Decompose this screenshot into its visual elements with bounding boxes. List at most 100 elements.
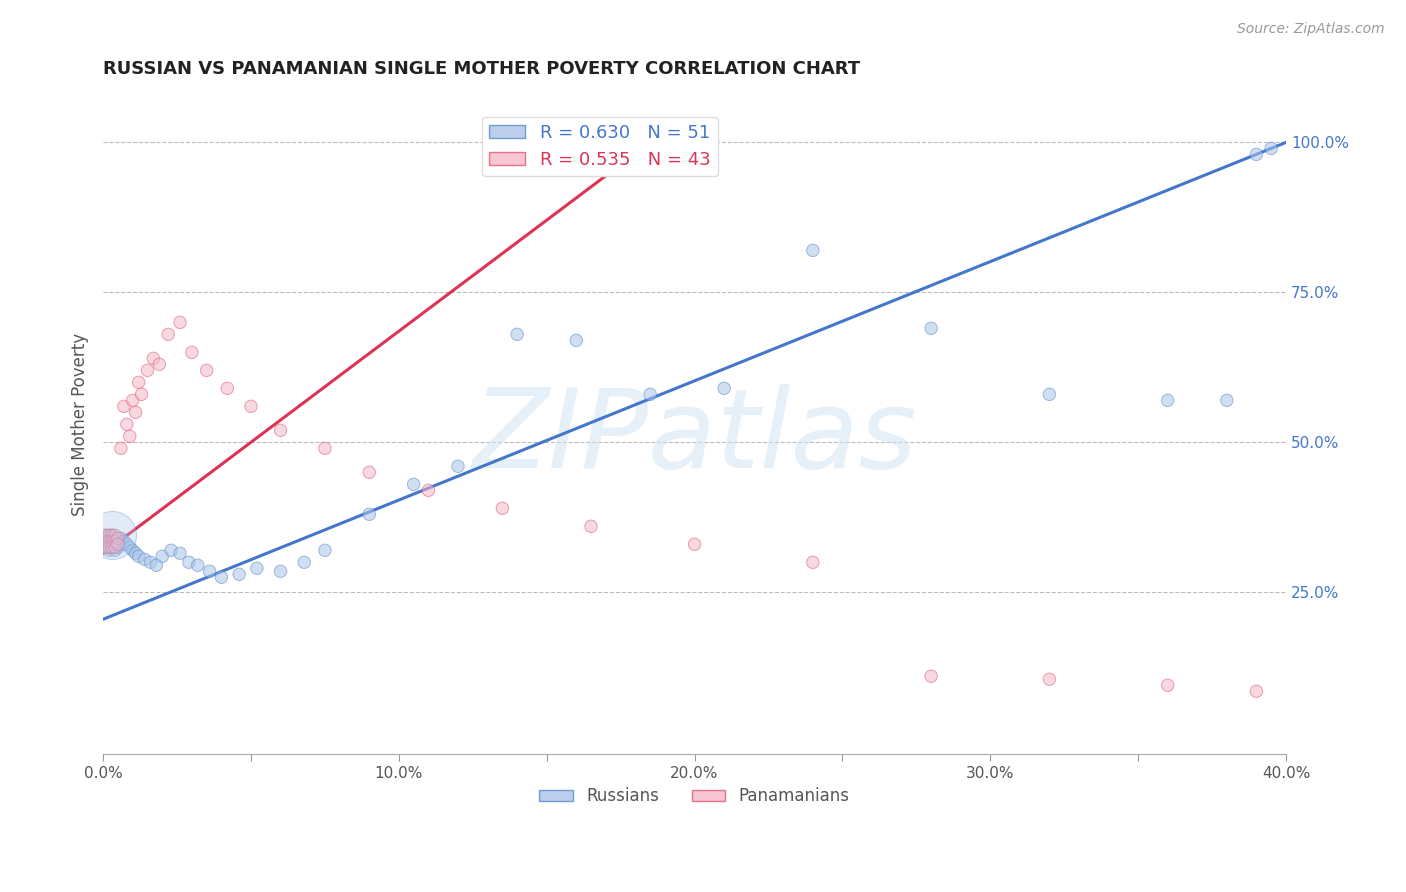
Point (217, 381, 239, 395)
Point (1216, 393, 1239, 408)
Point (131, 387, 153, 401)
Point (115, 537, 138, 551)
Point (246, 561, 269, 575)
Point (565, 334, 588, 348)
Point (101, 528, 124, 542)
Point (145, 558, 167, 573)
Point (314, 442, 336, 456)
Point (107, 541, 129, 555)
Point (187, 558, 209, 573)
Point (402, 477, 425, 491)
Point (801, 244, 824, 258)
Point (94, 541, 117, 555)
Point (94, 528, 117, 542)
Point (118, 541, 141, 555)
Legend: Russians, Panamanians: Russians, Panamanians (533, 780, 856, 812)
Point (1246, 684, 1268, 698)
Point (104, 528, 127, 542)
Point (107, 537, 129, 551)
Point (112, 400, 135, 414)
Point (447, 459, 470, 474)
Point (1246, 147, 1268, 161)
Point (110, 537, 132, 551)
Point (124, 546, 146, 560)
Point (124, 405, 146, 419)
Point (177, 555, 200, 569)
Point (104, 531, 127, 545)
Point (104, 537, 127, 551)
Point (169, 315, 191, 329)
Point (209, 570, 232, 584)
Point (110, 442, 132, 456)
Point (104, 543, 127, 558)
Point (195, 363, 218, 377)
Point (118, 429, 141, 443)
Point (101, 534, 124, 549)
Point (150, 549, 173, 564)
Point (98, 528, 121, 542)
Text: RUSSIAN VS PANAMANIAN SINGLE MOTHER POVERTY CORRELATION CHART: RUSSIAN VS PANAMANIAN SINGLE MOTHER POVE… (103, 60, 860, 78)
Point (104, 534, 127, 549)
Point (98, 531, 121, 545)
Point (101, 528, 124, 542)
Point (579, 519, 602, 533)
Point (292, 555, 315, 569)
Point (98, 537, 121, 551)
Point (101, 534, 124, 549)
Point (270, 423, 292, 437)
Point (128, 549, 150, 564)
Text: Source: ZipAtlas.com: Source: ZipAtlas.com (1237, 22, 1385, 37)
Point (638, 387, 661, 401)
Point (359, 465, 381, 479)
Point (359, 508, 381, 522)
Point (112, 534, 135, 549)
Point (228, 567, 250, 582)
Point (94, 534, 117, 549)
Point (1156, 678, 1178, 692)
Point (801, 555, 824, 569)
Point (1038, 387, 1060, 401)
Point (107, 531, 129, 545)
Point (160, 543, 183, 558)
Point (1260, 141, 1282, 155)
Point (920, 669, 942, 683)
Point (134, 552, 156, 566)
Point (240, 400, 263, 414)
Point (115, 417, 138, 432)
Point (94, 528, 117, 542)
Point (270, 564, 292, 578)
Point (121, 543, 143, 558)
Point (169, 546, 191, 560)
Text: ZIPatlas: ZIPatlas (472, 384, 917, 491)
Point (101, 528, 124, 542)
Point (920, 321, 942, 335)
Point (98, 534, 121, 549)
Point (104, 541, 127, 555)
Point (713, 381, 735, 395)
Point (142, 351, 165, 366)
Point (491, 501, 513, 516)
Point (148, 357, 170, 371)
Point (1156, 393, 1178, 408)
Point (98, 541, 121, 555)
Point (110, 531, 132, 545)
Point (94, 534, 117, 549)
Point (94, 541, 117, 555)
Point (418, 483, 440, 498)
Point (139, 555, 162, 569)
Y-axis label: Single Mother Poverty: Single Mother Poverty (72, 333, 89, 516)
Point (157, 327, 180, 342)
Point (1038, 672, 1060, 686)
Point (506, 327, 529, 342)
Point (198, 564, 221, 578)
Point (128, 376, 150, 390)
Point (121, 393, 143, 408)
Point (107, 534, 129, 549)
Point (101, 541, 124, 555)
Point (180, 345, 202, 359)
Point (314, 543, 336, 558)
Point (101, 541, 124, 555)
Point (683, 537, 706, 551)
Point (98, 543, 121, 558)
Point (136, 363, 159, 377)
